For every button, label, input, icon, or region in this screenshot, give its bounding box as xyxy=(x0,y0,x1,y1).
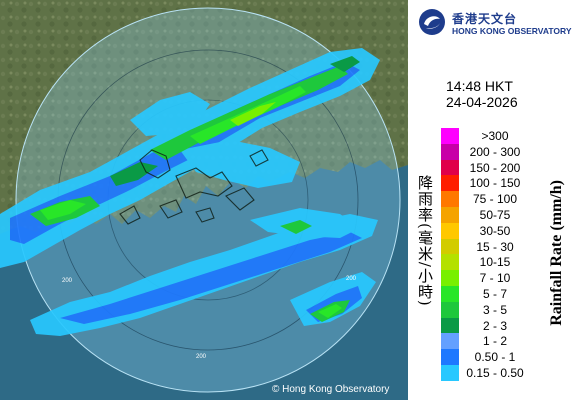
range-label: 200 xyxy=(62,278,73,284)
legend-label: 0.50 - 1 xyxy=(474,350,516,365)
legend-label: 15 - 30 xyxy=(476,239,514,254)
legend-item: 2 - 3 xyxy=(441,317,531,334)
legend-label: 200 - 300 xyxy=(469,144,521,159)
legend-label: 3 - 5 xyxy=(482,302,507,317)
legend-label: >300 xyxy=(481,129,509,143)
legend-swatch xyxy=(441,270,459,286)
range-label: 200 xyxy=(346,276,357,282)
legend-swatch xyxy=(441,159,459,176)
legend-item: 200 - 300 xyxy=(441,143,531,160)
legend-swatch xyxy=(441,317,459,334)
legend-item: 3 - 5 xyxy=(441,301,531,318)
legend-label: 7 - 10 xyxy=(479,271,511,286)
legend-swatch xyxy=(441,285,459,302)
legend-swatch xyxy=(441,364,459,381)
legend-label: 30-50 xyxy=(479,223,511,238)
legend-label: 5 - 7 xyxy=(482,286,507,301)
legend-label: 0.15 - 0.50 xyxy=(466,365,524,380)
observation-date: 24-04-2026 xyxy=(446,94,518,110)
legend-swatch xyxy=(441,222,459,239)
copyright-notice: © Hong Kong Observatory xyxy=(272,384,390,395)
legend-swatch xyxy=(441,206,459,223)
legend-swatch xyxy=(441,175,459,192)
observation-time: 14:48 HKT xyxy=(446,78,513,94)
legend-item: 0.15 - 0.50 xyxy=(441,364,531,381)
hko-logo[interactable]: 香港天文台 HONG KONG OBSERVATORY xyxy=(414,6,574,42)
legend-item: 50-75 xyxy=(441,206,531,223)
legend-swatch xyxy=(441,143,459,160)
org-name-zh: 香港天文台 xyxy=(452,12,518,26)
legend-item: 0.50 - 1 xyxy=(441,349,531,365)
rainfall-legend: >300 200 - 300 150 - 200 100 - 150 75 - 100 5… xyxy=(441,128,531,381)
radar-map[interactable]: 200 200 200 © Hong Kong Observatory xyxy=(0,0,408,400)
legend-item: >300 xyxy=(441,128,531,144)
hko-emblem-icon xyxy=(419,9,445,35)
legend-item: 30-50 xyxy=(441,222,531,239)
legend-title-zh: 降雨率(毫米/小時) xyxy=(416,175,434,307)
legend-label: 2 - 3 xyxy=(482,318,507,333)
legend-item: 7 - 10 xyxy=(441,270,531,286)
legend-swatch xyxy=(441,301,459,318)
legend-item: 100 - 150 xyxy=(441,175,531,192)
legend-swatch xyxy=(441,333,459,350)
legend-item: 5 - 7 xyxy=(441,285,531,302)
org-name-en: HONG KONG OBSERVATORY xyxy=(452,26,572,36)
legend-label: 1 - 2 xyxy=(482,334,507,349)
legend-label: 150 - 200 xyxy=(469,160,521,175)
info-panel: 香港天文台 HONG KONG OBSERVATORY 14:48 HKT 24… xyxy=(408,0,577,400)
legend-swatch xyxy=(441,128,459,144)
legend-label: 75 - 100 xyxy=(472,192,518,207)
legend-label: 50-75 xyxy=(479,207,511,222)
coastlines xyxy=(119,149,269,225)
radar-map-svg: 200 200 200 xyxy=(0,0,408,400)
legend-label: 10-15 xyxy=(479,255,511,270)
legend-label: 100 - 150 xyxy=(469,176,521,191)
legend-item: 150 - 200 xyxy=(441,159,531,176)
range-label: 200 xyxy=(196,354,207,360)
rain-echoes-moderate xyxy=(30,56,360,322)
legend-swatch xyxy=(441,254,459,271)
legend-item: 15 - 30 xyxy=(441,238,531,255)
legend-item: 10-15 xyxy=(441,254,531,271)
legend-item: 75 - 100 xyxy=(441,191,531,207)
legend-item: 1 - 2 xyxy=(441,333,531,350)
legend-swatch xyxy=(441,191,459,207)
legend-title-en: Rainfall Rate (mm/h) xyxy=(548,180,565,326)
legend-swatch xyxy=(441,238,459,255)
legend-swatch xyxy=(441,349,459,365)
